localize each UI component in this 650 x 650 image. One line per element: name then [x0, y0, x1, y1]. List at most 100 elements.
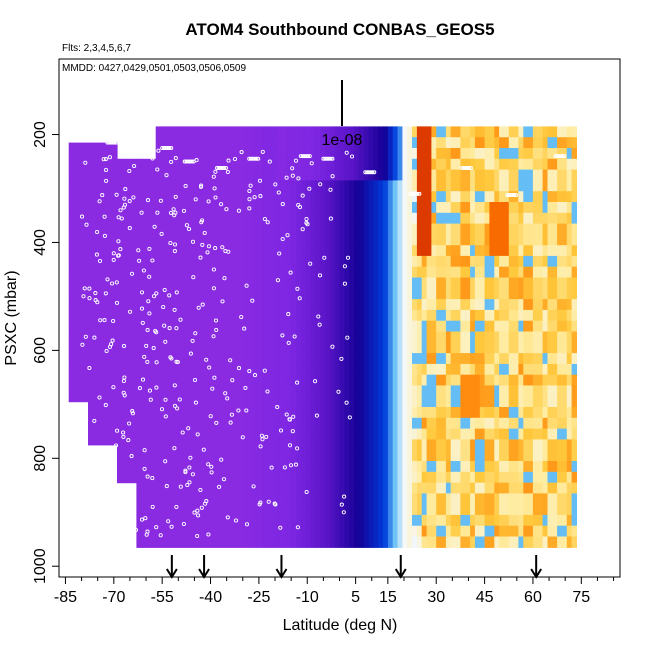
heatmap-cell — [542, 374, 548, 387]
heatmap-cell — [339, 417, 345, 430]
heatmap-cell — [320, 223, 326, 235]
heatmap-cell — [489, 309, 495, 322]
heatmap-cell — [320, 299, 326, 311]
heatmap-cell — [107, 196, 113, 208]
heatmap-cell — [296, 396, 302, 408]
heatmap-cell — [431, 396, 437, 408]
heatmap-cell — [83, 164, 89, 176]
heatmap-cell — [160, 266, 166, 279]
sample-marker — [198, 487, 203, 493]
heatmap-cell — [571, 353, 577, 365]
heatmap-cell — [445, 255, 452, 268]
heatmap-cell — [557, 461, 563, 473]
heatmap-cell — [247, 180, 253, 192]
heatmap-cell — [523, 212, 529, 225]
heatmap-cell — [204, 234, 210, 246]
heatmap-cell — [387, 245, 394, 257]
heatmap-cell — [233, 191, 239, 203]
sample-marker — [158, 198, 163, 203]
heatmap-cell — [276, 331, 282, 343]
sample-marker — [164, 484, 169, 489]
heatmap-cell — [392, 309, 399, 322]
heatmap-cell — [503, 266, 510, 279]
heatmap-cell — [146, 288, 152, 300]
heatmap-cell — [397, 245, 403, 257]
heatmap-cell — [532, 266, 539, 279]
heatmap-cell — [223, 439, 229, 451]
heatmap-cell — [460, 255, 466, 268]
heatmap-cell — [92, 207, 99, 219]
heatmap-cell — [208, 331, 215, 343]
heatmap-cell — [450, 439, 457, 451]
heatmap-cell — [445, 417, 452, 430]
heatmap-cell — [426, 525, 432, 538]
sample-marker — [290, 166, 295, 171]
heatmap-cell — [218, 126, 224, 138]
heatmap-cell — [542, 417, 548, 430]
heatmap-cell — [528, 245, 534, 257]
sample-marker — [168, 240, 173, 246]
heatmap-cell — [102, 239, 108, 252]
heatmap-cell — [557, 525, 563, 538]
heatmap-cell — [296, 471, 302, 484]
heatmap-cell — [416, 223, 423, 235]
heatmap-cell — [445, 374, 452, 387]
sample-marker — [316, 314, 321, 319]
heatmap-cell — [184, 353, 191, 365]
sample-marker — [199, 505, 204, 510]
heatmap-cell — [489, 428, 495, 440]
sample-marker — [200, 302, 205, 307]
heatmap-cell — [441, 277, 447, 289]
heatmap-cell — [494, 234, 500, 246]
heatmap-cell — [146, 461, 152, 473]
heatmap-cell — [397, 180, 403, 192]
heatmap-cell — [146, 212, 152, 225]
sample-marker — [172, 446, 177, 451]
heatmap-cell — [146, 277, 152, 289]
heatmap-cell — [208, 126, 215, 138]
heatmap-cell — [73, 185, 79, 198]
heatmap-cell — [494, 320, 500, 333]
heatmap-cell — [552, 299, 558, 311]
heatmap-cell — [228, 255, 234, 268]
heatmap-cell — [107, 326, 113, 338]
heatmap-cell — [252, 202, 258, 214]
heatmap-cell — [281, 245, 287, 257]
heatmap-cell — [373, 137, 379, 149]
heatmap-cell — [354, 137, 360, 149]
heatmap-cell — [523, 353, 529, 365]
heatmap-cell — [97, 304, 104, 316]
heatmap-cell — [170, 255, 176, 268]
heatmap-cell — [436, 353, 442, 365]
heatmap-cell — [416, 374, 423, 387]
heatmap-cell — [421, 169, 428, 181]
heatmap-cell — [291, 148, 297, 160]
heatmap-cell — [88, 218, 94, 230]
heatmap-cell — [204, 536, 210, 548]
heatmap-cell — [291, 353, 297, 365]
heatmap-cell — [228, 223, 234, 235]
heatmap-cell — [136, 493, 142, 505]
heatmap-cell — [566, 212, 573, 225]
heatmap-cell — [320, 493, 326, 505]
heatmap-cell — [334, 180, 341, 192]
heatmap-cell — [450, 471, 457, 484]
sample-marker — [460, 166, 464, 170]
heatmap-cell — [484, 385, 490, 397]
sample-marker — [196, 305, 201, 310]
heatmap-cell — [325, 525, 331, 538]
heatmap-cell — [300, 493, 307, 505]
heatmap-cell — [146, 450, 152, 462]
heatmap-cell — [528, 385, 534, 397]
heatmap-cell — [291, 266, 297, 279]
heatmap-cell — [436, 234, 442, 246]
heatmap-cell — [247, 353, 253, 365]
heatmap-cell — [402, 126, 408, 138]
heatmap-cell — [310, 525, 316, 538]
heatmap-cell — [184, 482, 191, 494]
heatmap-cell — [310, 212, 316, 225]
heatmap-cell — [407, 525, 413, 538]
heatmap-cell — [155, 461, 162, 473]
heatmap-cell — [387, 331, 394, 343]
heatmap-cell — [146, 202, 152, 214]
